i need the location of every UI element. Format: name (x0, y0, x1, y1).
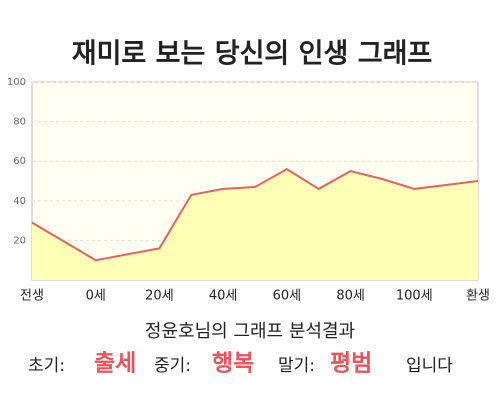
x-tick-label: 40세 (209, 289, 238, 304)
y-tick-label: 100 (7, 77, 26, 88)
analysis-label: 중기: (154, 356, 191, 376)
x-tick-label: 80세 (336, 289, 365, 304)
analysis-label: 말기: (278, 356, 315, 376)
x-tick-label: 0세 (86, 289, 106, 304)
y-tick-label: 60 (13, 156, 26, 167)
analysis-value: 행복 (212, 351, 254, 377)
y-tick-label: 20 (13, 235, 26, 246)
analysis-heading: 정윤호님의 그래프 분석결과 (145, 321, 355, 342)
x-tick-label: 환생 (466, 289, 490, 304)
x-tick-label: 전생 (20, 289, 44, 304)
x-tick-label: 100세 (396, 289, 433, 304)
analysis-suffix: 입니다 (406, 356, 453, 376)
line (31, 167, 479, 262)
analysis-value: 평범 (330, 351, 372, 377)
y-tick-label: 40 (13, 196, 26, 207)
analysis-label: 초기: (28, 356, 65, 376)
x-tick-label: 60세 (273, 289, 302, 304)
y-tick-label: 80 (13, 117, 26, 128)
analysis-value: 출세 (94, 351, 136, 377)
x-tick-label: 20세 (145, 289, 174, 304)
chart-title: 재미로 보는 당신의 인생 그래프 (72, 39, 433, 70)
